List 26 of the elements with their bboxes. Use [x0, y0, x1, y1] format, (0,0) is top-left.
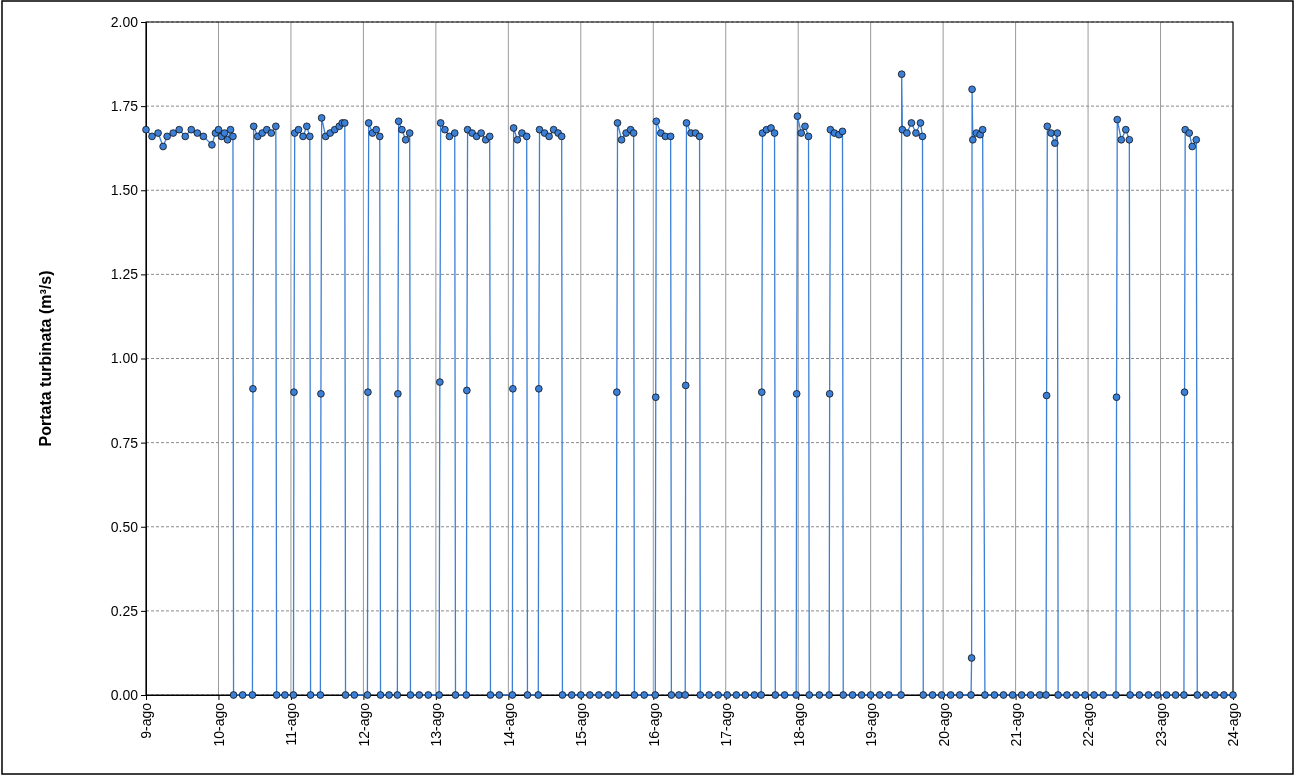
x-tick-label: 23-ago: [1152, 702, 1169, 747]
y-tick-label: 0.50: [110, 518, 139, 535]
x-tick-label: 10-ago: [210, 702, 227, 747]
y-tick-label: 1.00: [110, 350, 139, 367]
x-tick-label: 16-ago: [645, 702, 662, 747]
x-tick-label: 18-ago: [790, 702, 807, 747]
x-tick-label: 17-ago: [718, 702, 735, 747]
x-tick-label: 21-ago: [1008, 702, 1024, 747]
x-tick-label: 9-ago: [138, 702, 155, 739]
y-tick-label: 0.25: [110, 602, 139, 619]
y-tick-label: 0.00: [110, 686, 139, 703]
y-tick-label: 1.75: [110, 98, 139, 115]
y-axis-title: Portata turbinata (m³/s): [37, 270, 54, 447]
x-tick-label: 20-ago: [935, 702, 952, 747]
x-tick-label: 11-ago: [283, 702, 300, 746]
x-tick-label: 19-ago: [863, 702, 880, 747]
x-tick-label: 15-ago: [573, 702, 590, 747]
y-tick-label: 1.25: [110, 266, 139, 283]
y-tick-label: 0.75: [110, 434, 139, 451]
x-tick-label: 24-ago: [1225, 702, 1242, 747]
x-tick-label: 22-ago: [1080, 702, 1097, 747]
x-tick-label: 14-ago: [500, 702, 517, 747]
x-tick-label: 12-ago: [355, 702, 372, 747]
y-tick-label: 1.50: [110, 182, 139, 199]
x-tick-label: 13-ago: [428, 702, 445, 747]
y-tick-label: 2.00: [110, 13, 139, 30]
